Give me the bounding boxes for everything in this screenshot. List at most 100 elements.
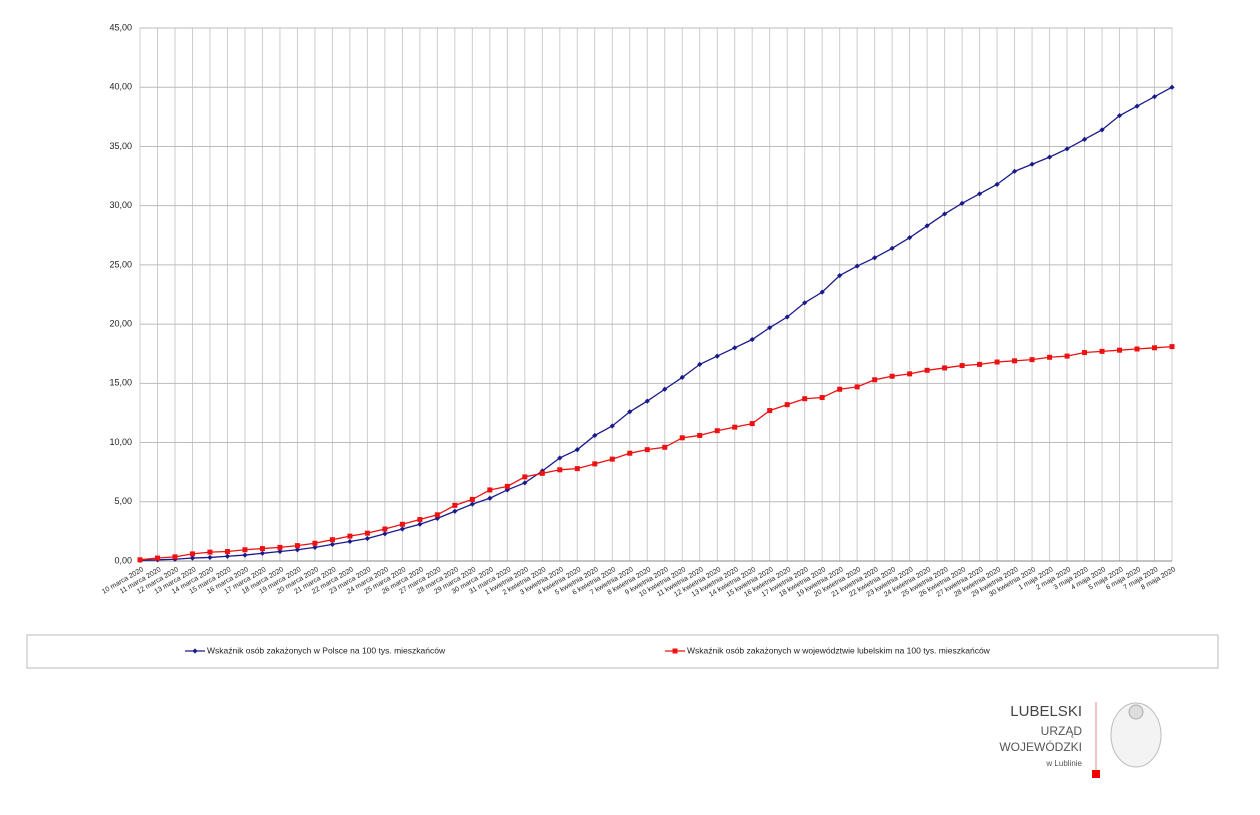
point [294, 547, 301, 553]
y-tick-label: 20,00 [109, 318, 132, 328]
point [312, 544, 318, 550]
point [399, 526, 405, 532]
point [574, 466, 580, 472]
point [609, 423, 615, 429]
point [1046, 154, 1053, 160]
point [522, 474, 528, 480]
point [889, 373, 895, 379]
point [732, 345, 738, 351]
point [434, 512, 440, 518]
point [889, 245, 895, 251]
logo-text: WOJEWÓDZKI [999, 739, 1082, 754]
point [714, 353, 720, 359]
point [154, 555, 160, 561]
logo-text: LUBELSKI [1010, 703, 1082, 720]
point [1082, 350, 1088, 356]
point [697, 432, 703, 438]
point [487, 495, 493, 501]
point [504, 483, 510, 489]
legend-marker [672, 648, 678, 654]
point [1117, 347, 1123, 353]
legend-box [26, 634, 1219, 669]
point [592, 461, 598, 467]
point [942, 211, 948, 217]
point [469, 496, 475, 502]
logo-text: URZĄD [1041, 724, 1083, 738]
point [189, 555, 196, 561]
point [1012, 358, 1018, 364]
point [854, 263, 860, 269]
point [609, 456, 615, 462]
point [224, 549, 230, 555]
y-tick-label: 45,00 [109, 22, 132, 32]
y-tick-label: 40,00 [109, 82, 132, 92]
series-line [139, 86, 1173, 562]
point [627, 450, 633, 456]
y-tick-label: 0,00 [114, 555, 132, 565]
point [767, 325, 773, 331]
point [207, 554, 213, 561]
point [1151, 94, 1158, 100]
y-tick-label: 35,00 [109, 141, 132, 151]
point [767, 408, 773, 414]
point [277, 548, 283, 555]
point [1064, 353, 1070, 359]
y-tick-label: 5,00 [114, 496, 132, 506]
point [749, 336, 755, 343]
point [1169, 84, 1175, 90]
point [714, 428, 720, 434]
point [819, 395, 825, 401]
point [574, 447, 580, 453]
point [644, 447, 650, 453]
point [662, 444, 668, 450]
point [802, 396, 808, 402]
point [1029, 357, 1035, 363]
point [994, 181, 1000, 187]
point [172, 554, 178, 560]
point [557, 455, 563, 461]
point [189, 551, 195, 557]
point [732, 424, 738, 430]
point [924, 223, 930, 229]
point [819, 289, 825, 295]
point [1011, 168, 1018, 174]
point [907, 371, 913, 377]
y-tick-label: 10,00 [109, 437, 132, 447]
point [522, 480, 528, 486]
point [994, 359, 1000, 365]
legend-label: Wskaźnik osób zakażonych w województwie … [687, 645, 991, 655]
point [329, 541, 336, 548]
point [382, 526, 388, 532]
point [679, 374, 685, 381]
point [1081, 136, 1088, 142]
point [137, 557, 143, 563]
logo-eagle [1110, 702, 1162, 768]
point [942, 365, 948, 371]
point [802, 300, 808, 306]
point [872, 255, 878, 261]
point [364, 535, 370, 542]
point [364, 530, 370, 536]
series-line [139, 345, 1173, 561]
point [784, 314, 790, 320]
point [452, 508, 458, 514]
point [627, 409, 633, 415]
point [749, 421, 755, 427]
point [1029, 161, 1035, 167]
point [312, 540, 318, 546]
logo-text: w Lublinie [1045, 759, 1082, 768]
point [417, 521, 423, 527]
logo-flag [1092, 770, 1100, 778]
legend-marker [192, 648, 198, 654]
point [1099, 348, 1105, 354]
point [977, 361, 983, 367]
point [872, 377, 878, 383]
point [487, 487, 493, 493]
point [329, 537, 335, 543]
point [539, 470, 545, 476]
point [697, 361, 703, 367]
point [1116, 113, 1123, 119]
point [784, 402, 790, 408]
point [592, 432, 598, 439]
